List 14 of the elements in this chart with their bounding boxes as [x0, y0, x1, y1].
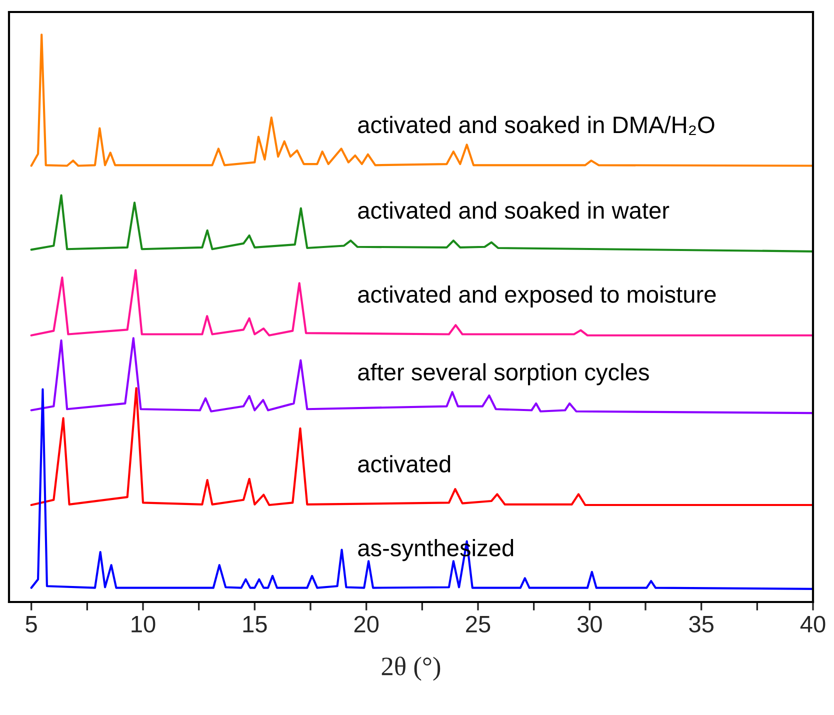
x-tick-label: 25 — [466, 616, 490, 633]
x-tick-label: 35 — [689, 616, 714, 633]
x-tick-label: 15 — [243, 616, 267, 633]
series-label: activated and soaked in DMA/H₂O — [358, 116, 714, 135]
x-axis-title: 2θ (°) — [382, 656, 440, 681]
x-tick-label: 10 — [132, 616, 156, 633]
series-label: activated — [358, 455, 450, 472]
series-label: activated and soaked in water — [358, 202, 670, 219]
x-tick-label: 30 — [577, 616, 602, 633]
series-label: activated and exposed to moisture — [358, 285, 716, 308]
x-tick-label: 40 — [800, 616, 826, 633]
series-label: after several sorption cycles — [358, 363, 649, 386]
x-tick-label: 20 — [354, 616, 379, 633]
x-tick-label: 5 — [26, 616, 37, 633]
